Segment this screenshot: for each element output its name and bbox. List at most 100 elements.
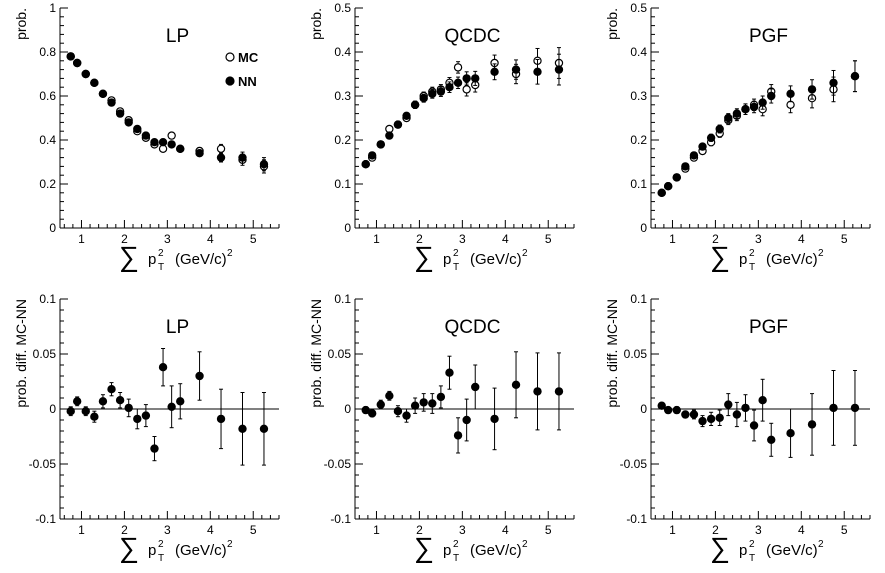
series-mc-nn bbox=[657, 370, 860, 458]
data-point bbox=[107, 385, 116, 394]
y-tick-label: 0.4 bbox=[630, 45, 647, 59]
data-point bbox=[462, 85, 471, 94]
data-point bbox=[732, 109, 742, 118]
x-axis-label: ∑ p 2T (GeV/c) 2 bbox=[414, 532, 528, 564]
x-tick-label: 1 bbox=[78, 232, 85, 246]
y-axis-label: prob. bbox=[13, 8, 29, 40]
data-point bbox=[167, 131, 176, 140]
x-label-sup: 2 bbox=[453, 248, 459, 259]
data-point bbox=[715, 413, 724, 422]
x-label-sup: 2 bbox=[453, 539, 459, 550]
x-label-sub: T bbox=[158, 553, 164, 564]
y-tick-label: 0.1 bbox=[334, 292, 351, 306]
x-tick-label: 5 bbox=[545, 232, 552, 246]
y-axis-label: prob. bbox=[604, 8, 620, 40]
data-point bbox=[663, 405, 673, 415]
x-label-unit: (GeV/c) bbox=[766, 251, 818, 268]
series-nn bbox=[66, 52, 269, 172]
series-nn bbox=[657, 60, 860, 197]
x-label-unit-sup: 2 bbox=[227, 539, 233, 550]
x-label-sub: T bbox=[158, 262, 164, 273]
x-label-p: p bbox=[148, 542, 156, 559]
data-point bbox=[672, 405, 681, 415]
sum-symbol: ∑ bbox=[414, 532, 434, 563]
x-tick-label: 1 bbox=[78, 523, 85, 537]
y-tick-label: 0.05 bbox=[328, 347, 352, 361]
y-tick-label: 0 bbox=[640, 402, 647, 416]
data-point bbox=[428, 89, 437, 99]
x-label-p: p bbox=[739, 251, 747, 268]
data-point bbox=[115, 396, 125, 405]
x-tick-label: 3 bbox=[755, 523, 762, 537]
sum-symbol: ∑ bbox=[710, 532, 730, 563]
sum-symbol: ∑ bbox=[414, 241, 434, 272]
data-point bbox=[115, 109, 125, 118]
data-point bbox=[259, 159, 269, 169]
x-tick-label: 1 bbox=[669, 523, 676, 537]
x-tick-label: 2 bbox=[712, 232, 719, 246]
data-point bbox=[385, 391, 394, 400]
data-point bbox=[453, 63, 463, 72]
x-tick-label: 3 bbox=[164, 232, 171, 246]
data-point bbox=[681, 162, 690, 171]
data-point bbox=[471, 74, 480, 83]
y-tick-label: 0 bbox=[640, 221, 647, 235]
chart-title: QCDC bbox=[445, 26, 501, 47]
data-point bbox=[554, 65, 564, 74]
x-tick-label: 5 bbox=[545, 523, 552, 537]
data-point bbox=[393, 407, 403, 416]
data-point bbox=[90, 78, 99, 88]
x-label-sup: 2 bbox=[158, 248, 164, 259]
data-point bbox=[393, 120, 403, 129]
data-point bbox=[511, 65, 521, 74]
chart-title: QCDC bbox=[445, 317, 501, 338]
data-point bbox=[829, 403, 838, 413]
data-point bbox=[758, 98, 767, 107]
data-point bbox=[402, 111, 411, 121]
chart-title: LP bbox=[166, 26, 189, 47]
x-tick-label: 3 bbox=[164, 523, 171, 537]
chart-title: PGF bbox=[749, 317, 788, 338]
y-tick-label: 0.1 bbox=[630, 292, 647, 306]
sum-symbol: ∑ bbox=[119, 241, 139, 272]
y-tick-label: 0.2 bbox=[39, 177, 56, 191]
x-axis-label: ∑ p 2T (GeV/c) 2 bbox=[710, 241, 824, 273]
x-tick-label: 2 bbox=[416, 523, 423, 537]
data-point bbox=[807, 85, 817, 94]
y-tick-label: -0.1 bbox=[626, 512, 647, 526]
data-point bbox=[471, 382, 480, 392]
y-tick-label: 1 bbox=[49, 1, 56, 15]
data-point bbox=[786, 89, 795, 99]
x-label-sub: T bbox=[749, 553, 755, 564]
y-tick-label: -0.05 bbox=[324, 457, 352, 471]
x-label-p: p bbox=[739, 542, 747, 559]
y-tick-label: 0.1 bbox=[630, 177, 647, 191]
data-point bbox=[361, 159, 370, 169]
x-tick-label: 3 bbox=[459, 232, 466, 246]
x-tick-label: 3 bbox=[755, 232, 762, 246]
x-label-unit: (GeV/c) bbox=[766, 542, 818, 559]
sum-symbol: ∑ bbox=[119, 532, 139, 563]
data-point bbox=[749, 421, 759, 430]
data-point bbox=[445, 82, 454, 92]
x-tick-label: 2 bbox=[121, 523, 128, 537]
data-point bbox=[133, 124, 142, 134]
x-label-unit-sup: 2 bbox=[818, 248, 824, 259]
data-point bbox=[124, 403, 133, 413]
data-point bbox=[195, 371, 204, 381]
y-axis-label: prob. diff. MC-NN bbox=[604, 299, 620, 408]
data-point bbox=[98, 397, 108, 406]
data-point bbox=[195, 148, 204, 158]
y-tick-label: 0.6 bbox=[39, 89, 56, 103]
data-point bbox=[724, 400, 733, 409]
y-tick-label: 0.2 bbox=[334, 133, 351, 147]
x-label-unit-sup: 2 bbox=[522, 248, 528, 259]
x-tick-label: 4 bbox=[798, 232, 805, 246]
data-point bbox=[445, 368, 454, 377]
data-point bbox=[657, 188, 666, 197]
legend-label: NN bbox=[238, 74, 257, 89]
